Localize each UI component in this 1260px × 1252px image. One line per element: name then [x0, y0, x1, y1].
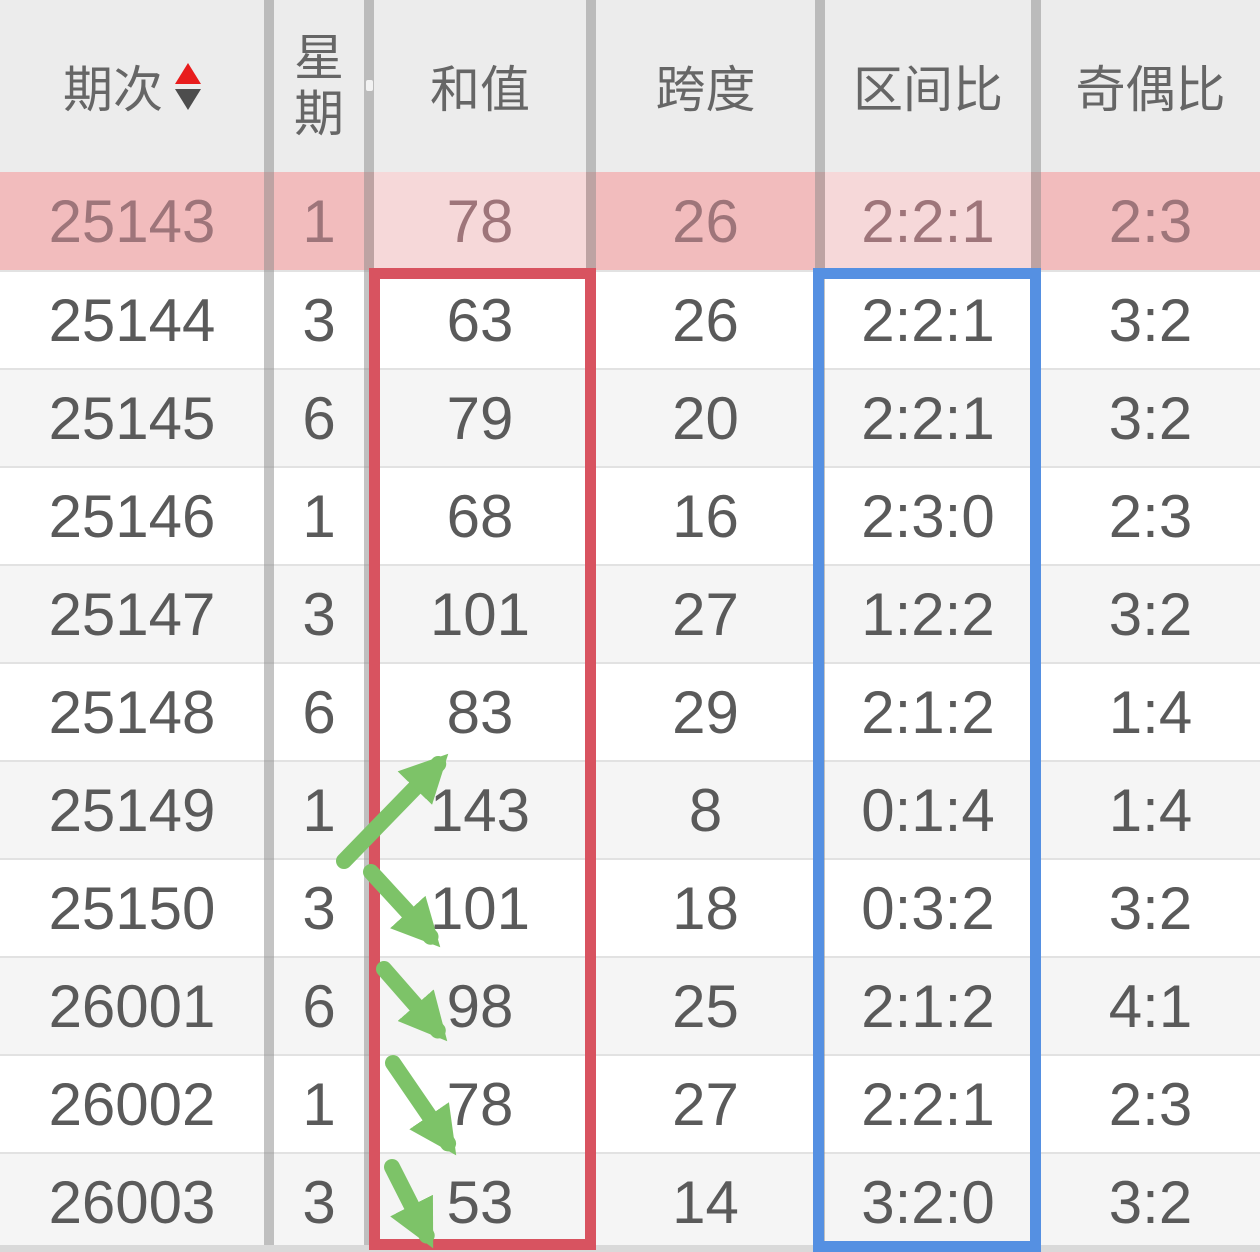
cell-qujianbi: 0:1:4: [861, 776, 995, 844]
cell-jioubi: 2:3: [1108, 187, 1193, 255]
cell-hezhi: 101: [429, 874, 531, 942]
cell-xingqi: 3: [302, 286, 336, 354]
cell-kuadu: 26: [672, 286, 739, 354]
cell-qujianbi: 2:1:2: [861, 972, 995, 1040]
header-jioubi: 奇偶比: [1041, 0, 1260, 172]
header-xingqi: 星 期: [274, 0, 364, 172]
cell-kuadu: 8: [688, 776, 723, 844]
cell-kuadu: 14: [672, 1168, 739, 1236]
cell-xingqi: 3: [302, 874, 336, 942]
header-hezhi-label: 和值: [430, 62, 530, 118]
table-body: 25143 1 78 26 2:2:1 2:3 25144 3 63 26 2:2:1 3:2 2514…: [0, 172, 1260, 1250]
qujianbi-column-highlight-box: [813, 268, 1041, 1252]
cell-xingqi: 1: [302, 482, 336, 550]
cell-jioubi: 3:2: [1108, 1168, 1193, 1236]
cell-kuadu: 25: [672, 972, 739, 1040]
cell-xingqi: 6: [302, 972, 336, 1040]
cell-qujianbi: 2:3:0: [861, 482, 995, 550]
sort-icon: [175, 62, 201, 110]
cell-qujianbi: 0:3:2: [861, 874, 995, 942]
column-separator: [264, 0, 274, 1250]
header-kuadu: 跨度: [596, 0, 815, 172]
cell-jioubi: 1:4: [1108, 776, 1193, 844]
table-row[interactable]: 26002 1 78 27 2:2:1 2:3: [0, 1054, 1260, 1152]
cell-qici: 25145: [48, 384, 216, 452]
header-hezhi: 和值: [374, 0, 586, 172]
cell-xingqi: 3: [302, 580, 336, 648]
header-qici[interactable]: 期次: [0, 0, 264, 172]
cell-qujianbi: 2:2:1: [861, 1070, 995, 1138]
cell-kuadu: 16: [672, 482, 739, 550]
table-header: 期次 星 期 和值 跨度 区间比 奇偶比: [0, 0, 1260, 172]
cell-xingqi: 1: [302, 1070, 336, 1138]
cell-jioubi: 2:3: [1108, 1070, 1193, 1138]
cell-hezhi: 78: [446, 1070, 514, 1138]
cell-jioubi: 3:2: [1108, 874, 1193, 942]
table-row[interactable]: 25147 3 101 27 1:2:2 3:2: [0, 564, 1260, 662]
cell-xingqi: 6: [302, 678, 336, 746]
cell-qujianbi: 1:2:2: [861, 580, 995, 648]
table-row[interactable]: 25145 6 79 20 2:2:1 3:2: [0, 368, 1260, 466]
cell-kuadu: 26: [672, 187, 739, 255]
cell-jioubi: 4:1: [1108, 972, 1193, 1040]
cell-qujianbi: 2:2:1: [861, 384, 995, 452]
cell-qici: 26003: [48, 1168, 216, 1236]
cell-kuadu: 27: [672, 580, 739, 648]
cell-qujianbi: 2:1:2: [861, 678, 995, 746]
cell-qici: 26001: [48, 972, 216, 1040]
cell-jioubi: 3:2: [1108, 580, 1193, 648]
header-xingqi-label: 星 期: [294, 30, 344, 142]
table-row[interactable]: 25144 3 63 26 2:2:1 3:2: [0, 270, 1260, 368]
cell-jioubi: 3:2: [1108, 384, 1193, 452]
cell-hezhi: 98: [446, 972, 514, 1040]
cell-xingqi: 6: [302, 384, 336, 452]
cell-qici: 25147: [48, 580, 216, 648]
table-row[interactable]: 25148 6 83 29 2:1:2 1:4: [0, 662, 1260, 760]
table-row[interactable]: 25149 1 143 8 0:1:4 1:4: [0, 760, 1260, 858]
cell-qici: 25146: [48, 482, 216, 550]
table-row[interactable]: 25150 3 101 18 0:3:2 3:2: [0, 858, 1260, 956]
cell-jioubi: 1:4: [1108, 678, 1193, 746]
cell-kuadu: 27: [672, 1070, 739, 1138]
cell-jioubi: 3:2: [1108, 286, 1193, 354]
table-row[interactable]: 26001 6 98 25 2:1:2 4:1: [0, 956, 1260, 1054]
cell-hezhi: 101: [429, 580, 531, 648]
cell-xingqi: 3: [302, 1168, 336, 1236]
sort-desc-icon: [175, 88, 201, 110]
cell-qici: 25148: [48, 678, 216, 746]
header-jioubi-label: 奇偶比: [1075, 62, 1226, 118]
cell-hezhi: 83: [446, 678, 514, 746]
sort-asc-icon: [175, 62, 201, 84]
cell-kuadu: 29: [672, 678, 739, 746]
header-qujianbi: 区间比: [825, 0, 1031, 172]
cell-qujianbi: 3:2:0: [861, 1168, 995, 1236]
table-row[interactable]: 25146 1 68 16 2:3:0 2:3: [0, 466, 1260, 564]
cell-kuadu: 18: [672, 874, 739, 942]
cell-hezhi: 63: [446, 286, 514, 354]
cell-jioubi: 2:3: [1108, 482, 1193, 550]
cell-kuadu: 20: [672, 384, 739, 452]
cell-xingqi: 1: [302, 776, 336, 844]
table-row[interactable]: 25143 1 78 26 2:2:1 2:3: [0, 172, 1260, 270]
separator-notch: [366, 80, 373, 91]
header-qujianbi-label: 区间比: [853, 62, 1003, 118]
cell-qujianbi: 2:2:1: [861, 286, 995, 354]
cell-qici: 26002: [48, 1070, 216, 1138]
cell-hezhi: 68: [446, 482, 514, 550]
cell-qici: 25149: [48, 776, 216, 844]
cell-hezhi: 78: [374, 172, 586, 270]
header-kuadu-label: 跨度: [655, 62, 756, 118]
cell-qujianbi: 2:2:1: [825, 172, 1031, 270]
cell-hezhi: 53: [446, 1168, 514, 1236]
table-bottom-edge: [0, 1245, 1260, 1252]
cell-qici: 25150: [48, 874, 216, 942]
cell-xingqi: 1: [302, 187, 336, 255]
cell-qici: 25144: [48, 286, 216, 354]
cell-hezhi: 79: [446, 384, 514, 452]
cell-qici: 25143: [48, 187, 216, 255]
header-qici-label: 期次: [63, 62, 163, 118]
table-row[interactable]: 26003 3 53 14 3:2:0 3:2: [0, 1152, 1260, 1250]
hezhi-column-highlight-box: [369, 268, 596, 1250]
